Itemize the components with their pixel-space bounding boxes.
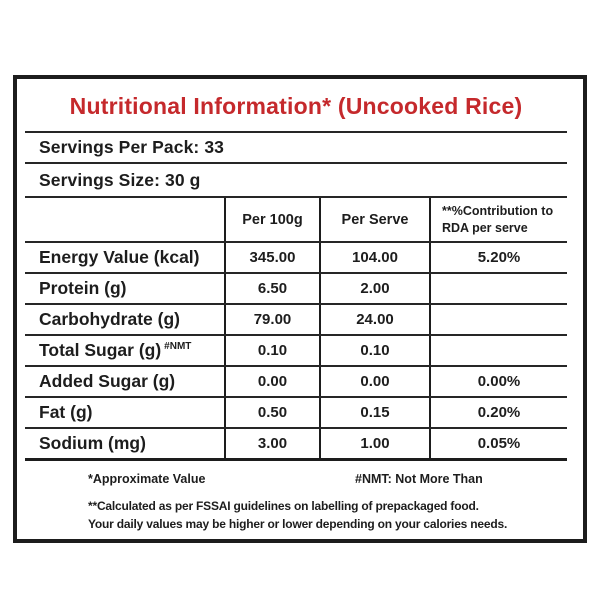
col-header-rda-text: **%Contribution to RDA per serve bbox=[442, 203, 554, 235]
value-per-100g: 0.10 bbox=[224, 335, 320, 367]
table-row: Fat (g) 0.50 0.15 0.20% bbox=[25, 397, 567, 429]
value-per-100g: 345.00 bbox=[224, 242, 320, 274]
value-rda bbox=[429, 273, 567, 305]
value-per-serve: 1.00 bbox=[319, 428, 430, 461]
footnote-row: *Approximate Value #NMT: Not More Than bbox=[25, 472, 567, 490]
table-row: Added Sugar (g) 0.00 0.00 0.00% bbox=[25, 366, 567, 398]
value-rda: 5.20% bbox=[429, 242, 567, 274]
footnote-approximate-value: *Approximate Value bbox=[88, 472, 206, 486]
footnote-nmt: #NMT: Not More Than bbox=[355, 472, 483, 486]
value-rda: 0.05% bbox=[429, 428, 567, 461]
servings-size-text: Servings Size: 30 g bbox=[25, 164, 567, 198]
table-row: Carbohydrate (g) 79.00 24.00 bbox=[25, 304, 567, 336]
value-per-100g: 3.00 bbox=[224, 428, 320, 461]
table-row: Sodium (mg) 3.00 1.00 0.05% bbox=[25, 428, 567, 461]
col-header-blank bbox=[25, 198, 225, 243]
value-per-serve: 0.10 bbox=[319, 335, 430, 367]
value-per-serve: 24.00 bbox=[319, 304, 430, 336]
col-header-per-100g: Per 100g bbox=[224, 198, 320, 243]
row-label: Fat (g) bbox=[25, 397, 225, 429]
row-label: Energy Value (kcal) bbox=[25, 242, 225, 274]
label-title: Nutritional Information* (Uncooked Rice) bbox=[25, 79, 567, 133]
value-rda: 0.00% bbox=[429, 366, 567, 398]
value-per-100g: 0.50 bbox=[224, 397, 320, 429]
value-per-100g: 0.00 bbox=[224, 366, 320, 398]
footnote-daily-values: Your daily values may be higher or lower… bbox=[88, 517, 508, 531]
table-header-row: Per 100g Per Serve **%Contribution to RD… bbox=[25, 198, 567, 243]
value-per-100g: 79.00 bbox=[224, 304, 320, 336]
value-rda bbox=[429, 335, 567, 367]
table-row: Total Sugar (g) #NMT 0.10 0.10 bbox=[25, 335, 567, 367]
col-header-per-serve: Per Serve bbox=[319, 198, 430, 243]
row-label: Added Sugar (g) bbox=[25, 366, 225, 398]
value-per-100g: 6.50 bbox=[224, 273, 320, 305]
row-label: Sodium (mg) bbox=[25, 428, 225, 461]
row-label: Total Sugar (g) #NMT bbox=[25, 335, 225, 367]
row-label: Carbohydrate (g) bbox=[25, 304, 225, 336]
value-rda: 0.20% bbox=[429, 397, 567, 429]
table-row: Protein (g) 6.50 2.00 bbox=[25, 273, 567, 305]
servings-per-pack-text: Servings Per Pack: 33 bbox=[25, 133, 567, 164]
nutrition-table: Per 100g Per Serve **%Contribution to RD… bbox=[25, 198, 567, 461]
nmt-superscript: #NMT bbox=[164, 341, 192, 352]
value-per-serve: 0.15 bbox=[319, 397, 430, 429]
footnote-block: **Calculated as per FSSAI guidelines on … bbox=[25, 497, 567, 533]
value-per-serve: 0.00 bbox=[319, 366, 430, 398]
table-row: Energy Value (kcal) 345.00 104.00 5.20% bbox=[25, 242, 567, 274]
value-rda bbox=[429, 304, 567, 336]
row-label: Protein (g) bbox=[25, 273, 225, 305]
nutrition-label-box: Nutritional Information* (Uncooked Rice)… bbox=[13, 75, 587, 543]
col-header-rda-contribution: **%Contribution to RDA per serve bbox=[429, 198, 567, 243]
value-per-serve: 104.00 bbox=[319, 242, 430, 274]
value-per-serve: 2.00 bbox=[319, 273, 430, 305]
footnote-fssai-guidelines: **Calculated as per FSSAI guidelines on … bbox=[88, 499, 479, 513]
